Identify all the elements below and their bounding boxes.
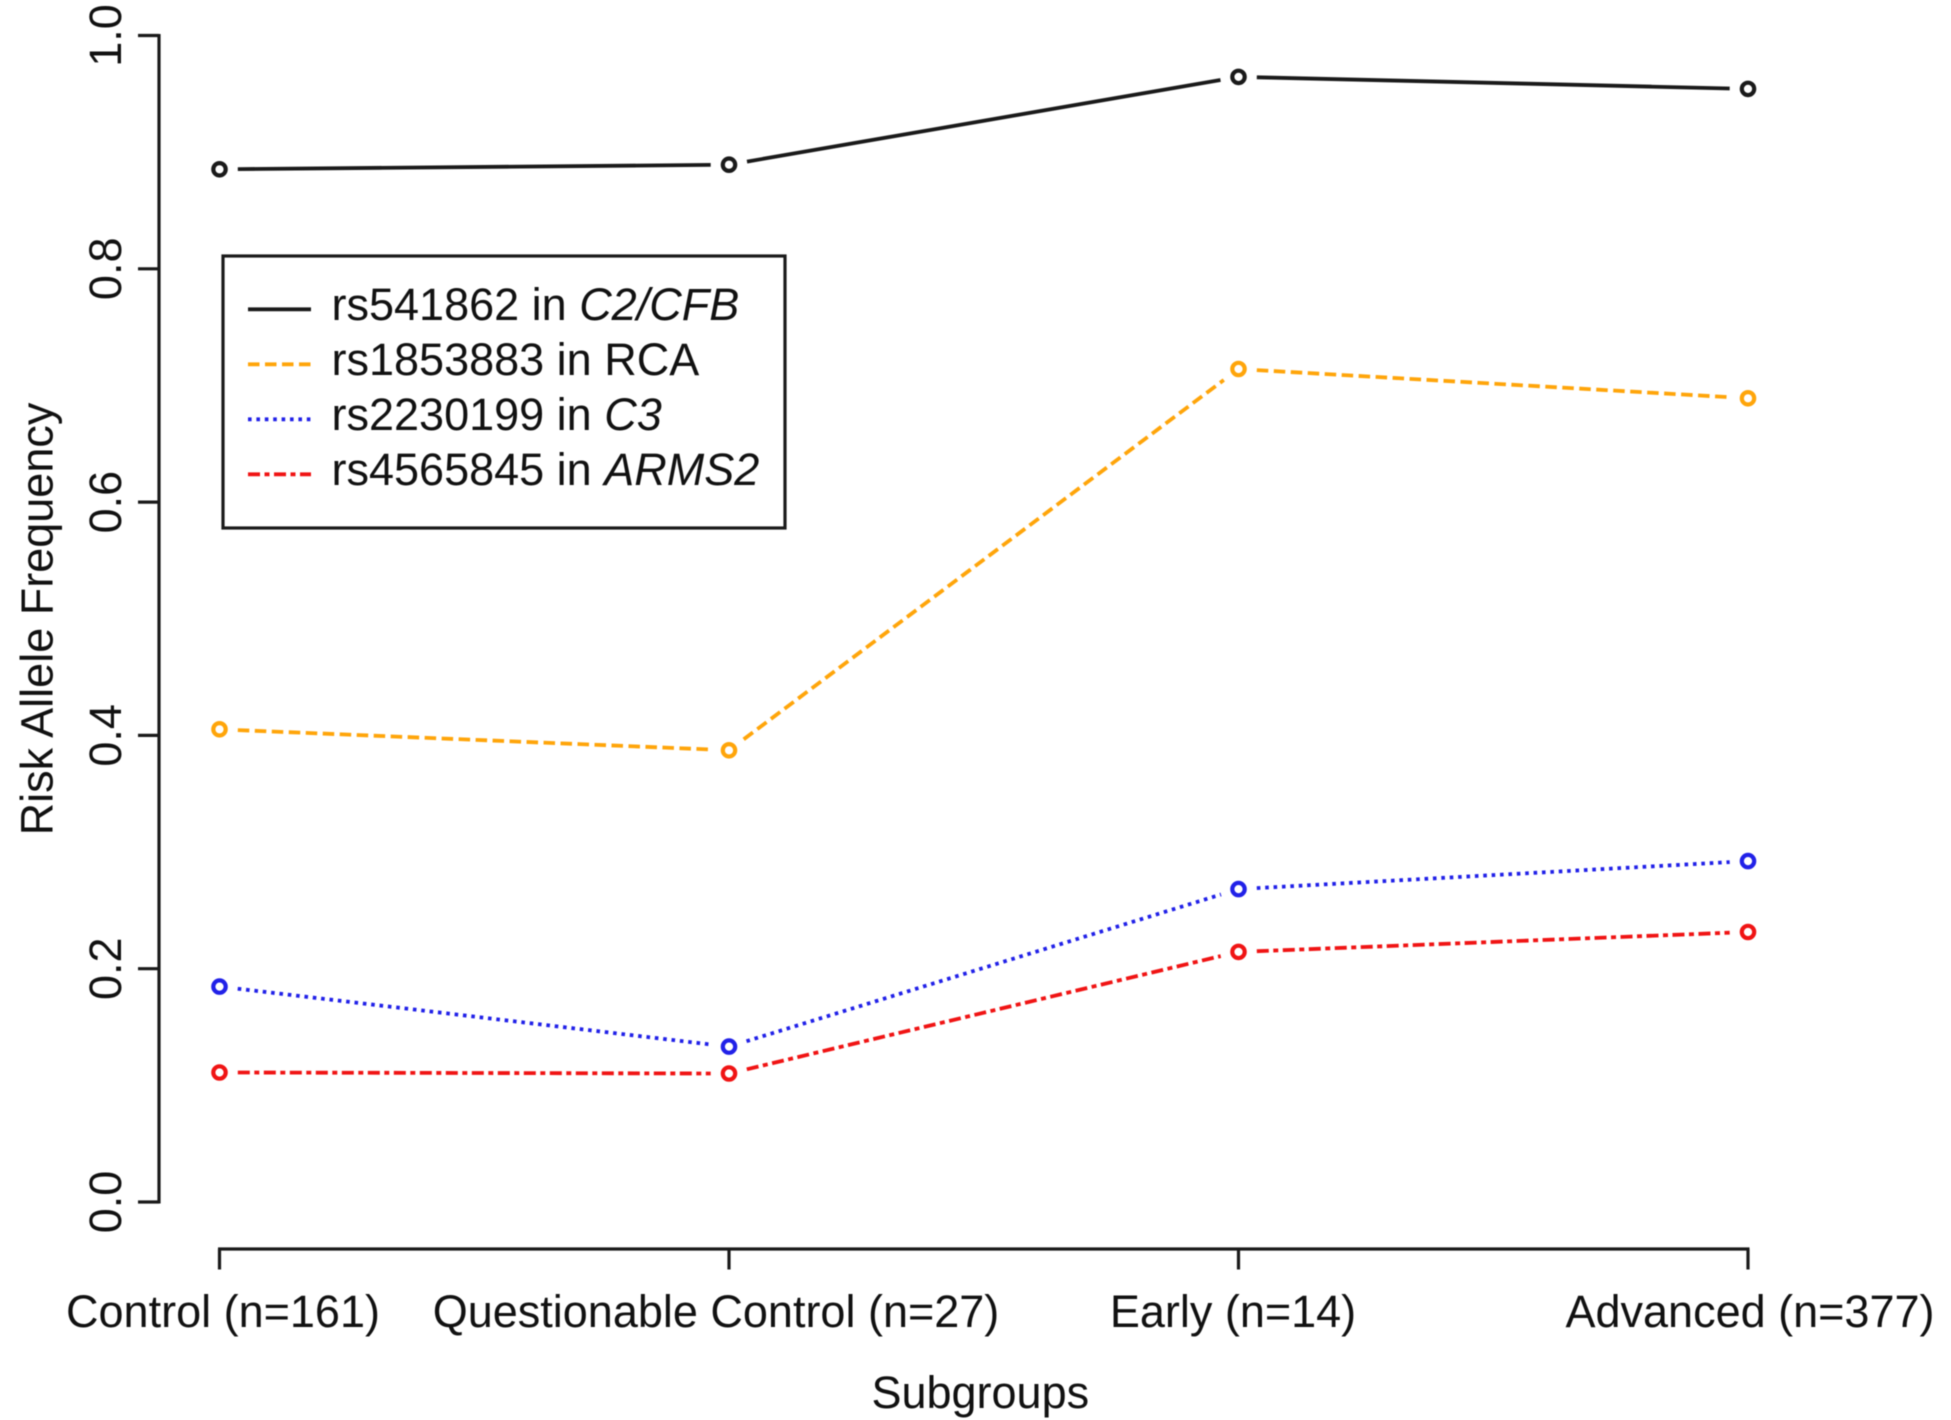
svg-text:0.8: 0.8 [80,238,131,301]
svg-text:rs541862 in C2/CFB: rs541862 in C2/CFB [332,279,740,330]
svg-text:Subgroups: Subgroups [871,1367,1089,1418]
svg-text:Early (n=14): Early (n=14) [1110,1286,1356,1337]
svg-text:0.0: 0.0 [80,1171,131,1234]
svg-text:0.4: 0.4 [80,704,131,767]
svg-text:Control (n=161): Control (n=161) [66,1286,380,1337]
svg-text:1.0: 1.0 [80,4,131,67]
svg-text:Risk Allele Frequency: Risk Allele Frequency [12,402,63,835]
svg-text:0.2: 0.2 [80,937,131,1000]
svg-text:Advanced (n=377): Advanced (n=377) [1565,1286,1934,1337]
svg-text:rs2230199 in C3: rs2230199 in C3 [332,389,662,440]
svg-text:rs4565845 in ARMS2: rs4565845 in ARMS2 [332,444,760,495]
svg-text:0.6: 0.6 [80,471,131,534]
svg-text:Questionable Control (n=27): Questionable Control (n=27) [433,1286,1000,1337]
svg-text:rs1853883 in RCA: rs1853883 in RCA [332,334,700,385]
